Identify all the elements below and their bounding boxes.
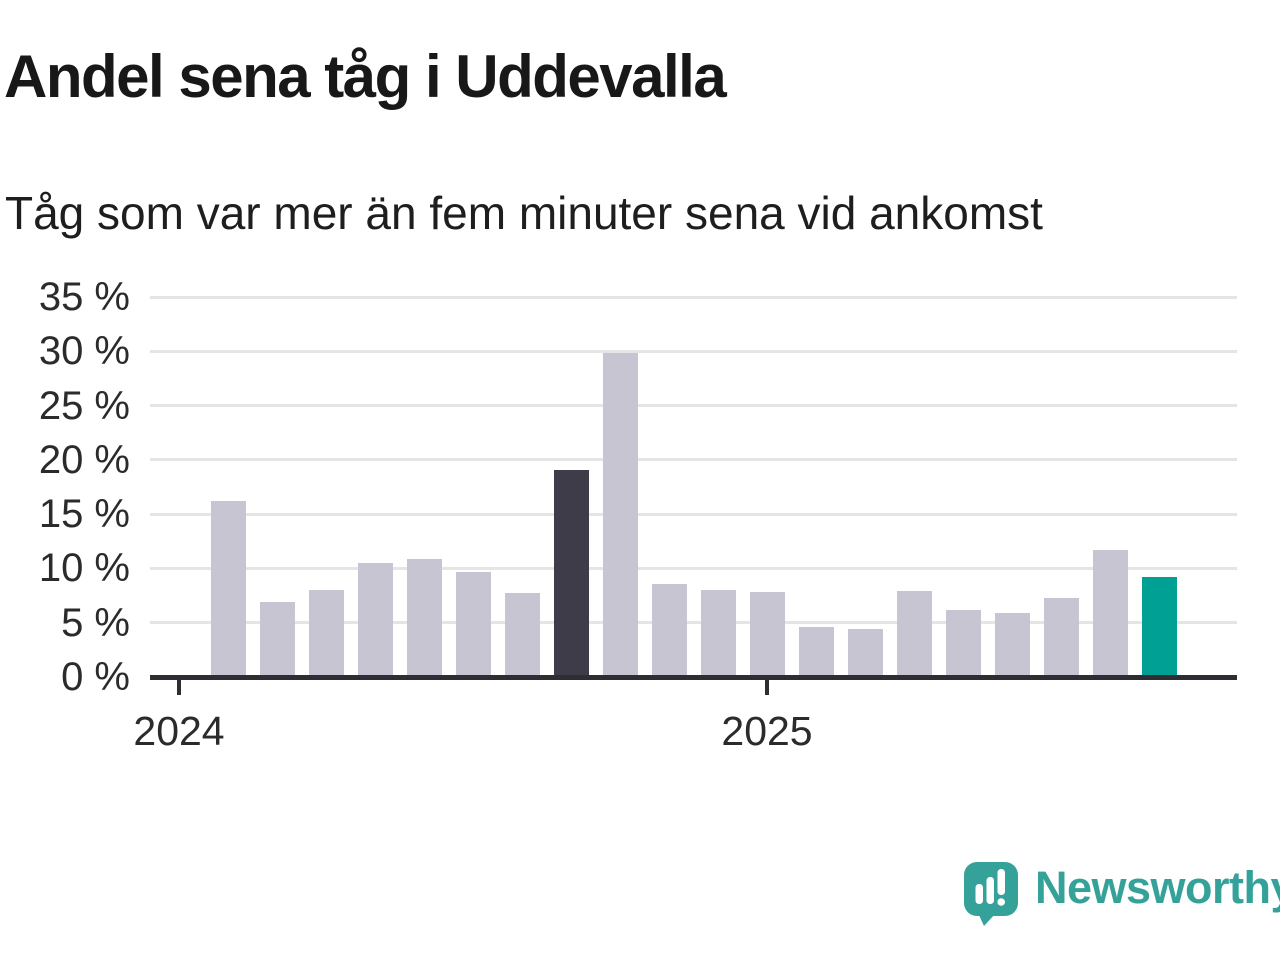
chart-title: Andel sena tåg i Uddevalla bbox=[4, 43, 727, 110]
bar bbox=[847, 629, 883, 677]
x-axis-line bbox=[150, 675, 1237, 680]
gridline-25pct bbox=[150, 404, 1237, 408]
y-axis-label: 20 % bbox=[38, 437, 130, 482]
bar bbox=[504, 593, 540, 677]
y-axis-label: 15 % bbox=[38, 492, 130, 537]
gridline-5pct bbox=[150, 621, 1237, 625]
newsworthy-logo: Newsworthy bbox=[964, 862, 1280, 928]
y-axis-label: 35 % bbox=[38, 275, 130, 319]
gridline-20pct bbox=[150, 458, 1237, 462]
bar bbox=[357, 563, 393, 677]
x-axis-tick-2025 bbox=[765, 680, 769, 695]
y-axis-label: 5 % bbox=[61, 600, 130, 645]
y-axis-label: 10 % bbox=[38, 546, 130, 591]
bar bbox=[210, 501, 246, 677]
gridline-30pct bbox=[150, 349, 1237, 353]
bar bbox=[1043, 597, 1079, 677]
bar bbox=[1092, 549, 1128, 677]
gridline-15pct bbox=[150, 512, 1237, 516]
newsworthy-speech-bubble-chart-icon bbox=[964, 862, 1018, 926]
x-axis-year-label: 2024 bbox=[133, 708, 225, 754]
bar bbox=[798, 627, 834, 677]
bar bbox=[749, 592, 785, 677]
gridline-35pct bbox=[150, 295, 1237, 299]
bar bbox=[259, 602, 295, 677]
bar-highlight-current bbox=[1141, 577, 1177, 677]
x-axis-tick-2024 bbox=[177, 680, 181, 695]
gridline-10pct bbox=[150, 566, 1237, 570]
bar bbox=[945, 609, 981, 677]
y-axis-label: 0 % bbox=[61, 655, 130, 699]
bar bbox=[406, 558, 442, 677]
bar bbox=[308, 590, 344, 677]
y-axis-label: 25 % bbox=[38, 383, 130, 428]
bar-highlight-dark bbox=[553, 469, 589, 677]
bar bbox=[651, 583, 687, 677]
y-axis-label: 30 % bbox=[38, 329, 130, 374]
x-axis-year-label: 2025 bbox=[721, 708, 813, 754]
newsworthy-wordmark: Newsworthy bbox=[1035, 862, 1280, 913]
bar bbox=[602, 353, 638, 677]
bar bbox=[994, 612, 1030, 677]
bar bbox=[700, 590, 736, 677]
bar bbox=[455, 571, 491, 677]
bar bbox=[896, 591, 932, 677]
chart-subtitle: Tåg som var mer än fem minuter sena vid … bbox=[5, 187, 1043, 239]
